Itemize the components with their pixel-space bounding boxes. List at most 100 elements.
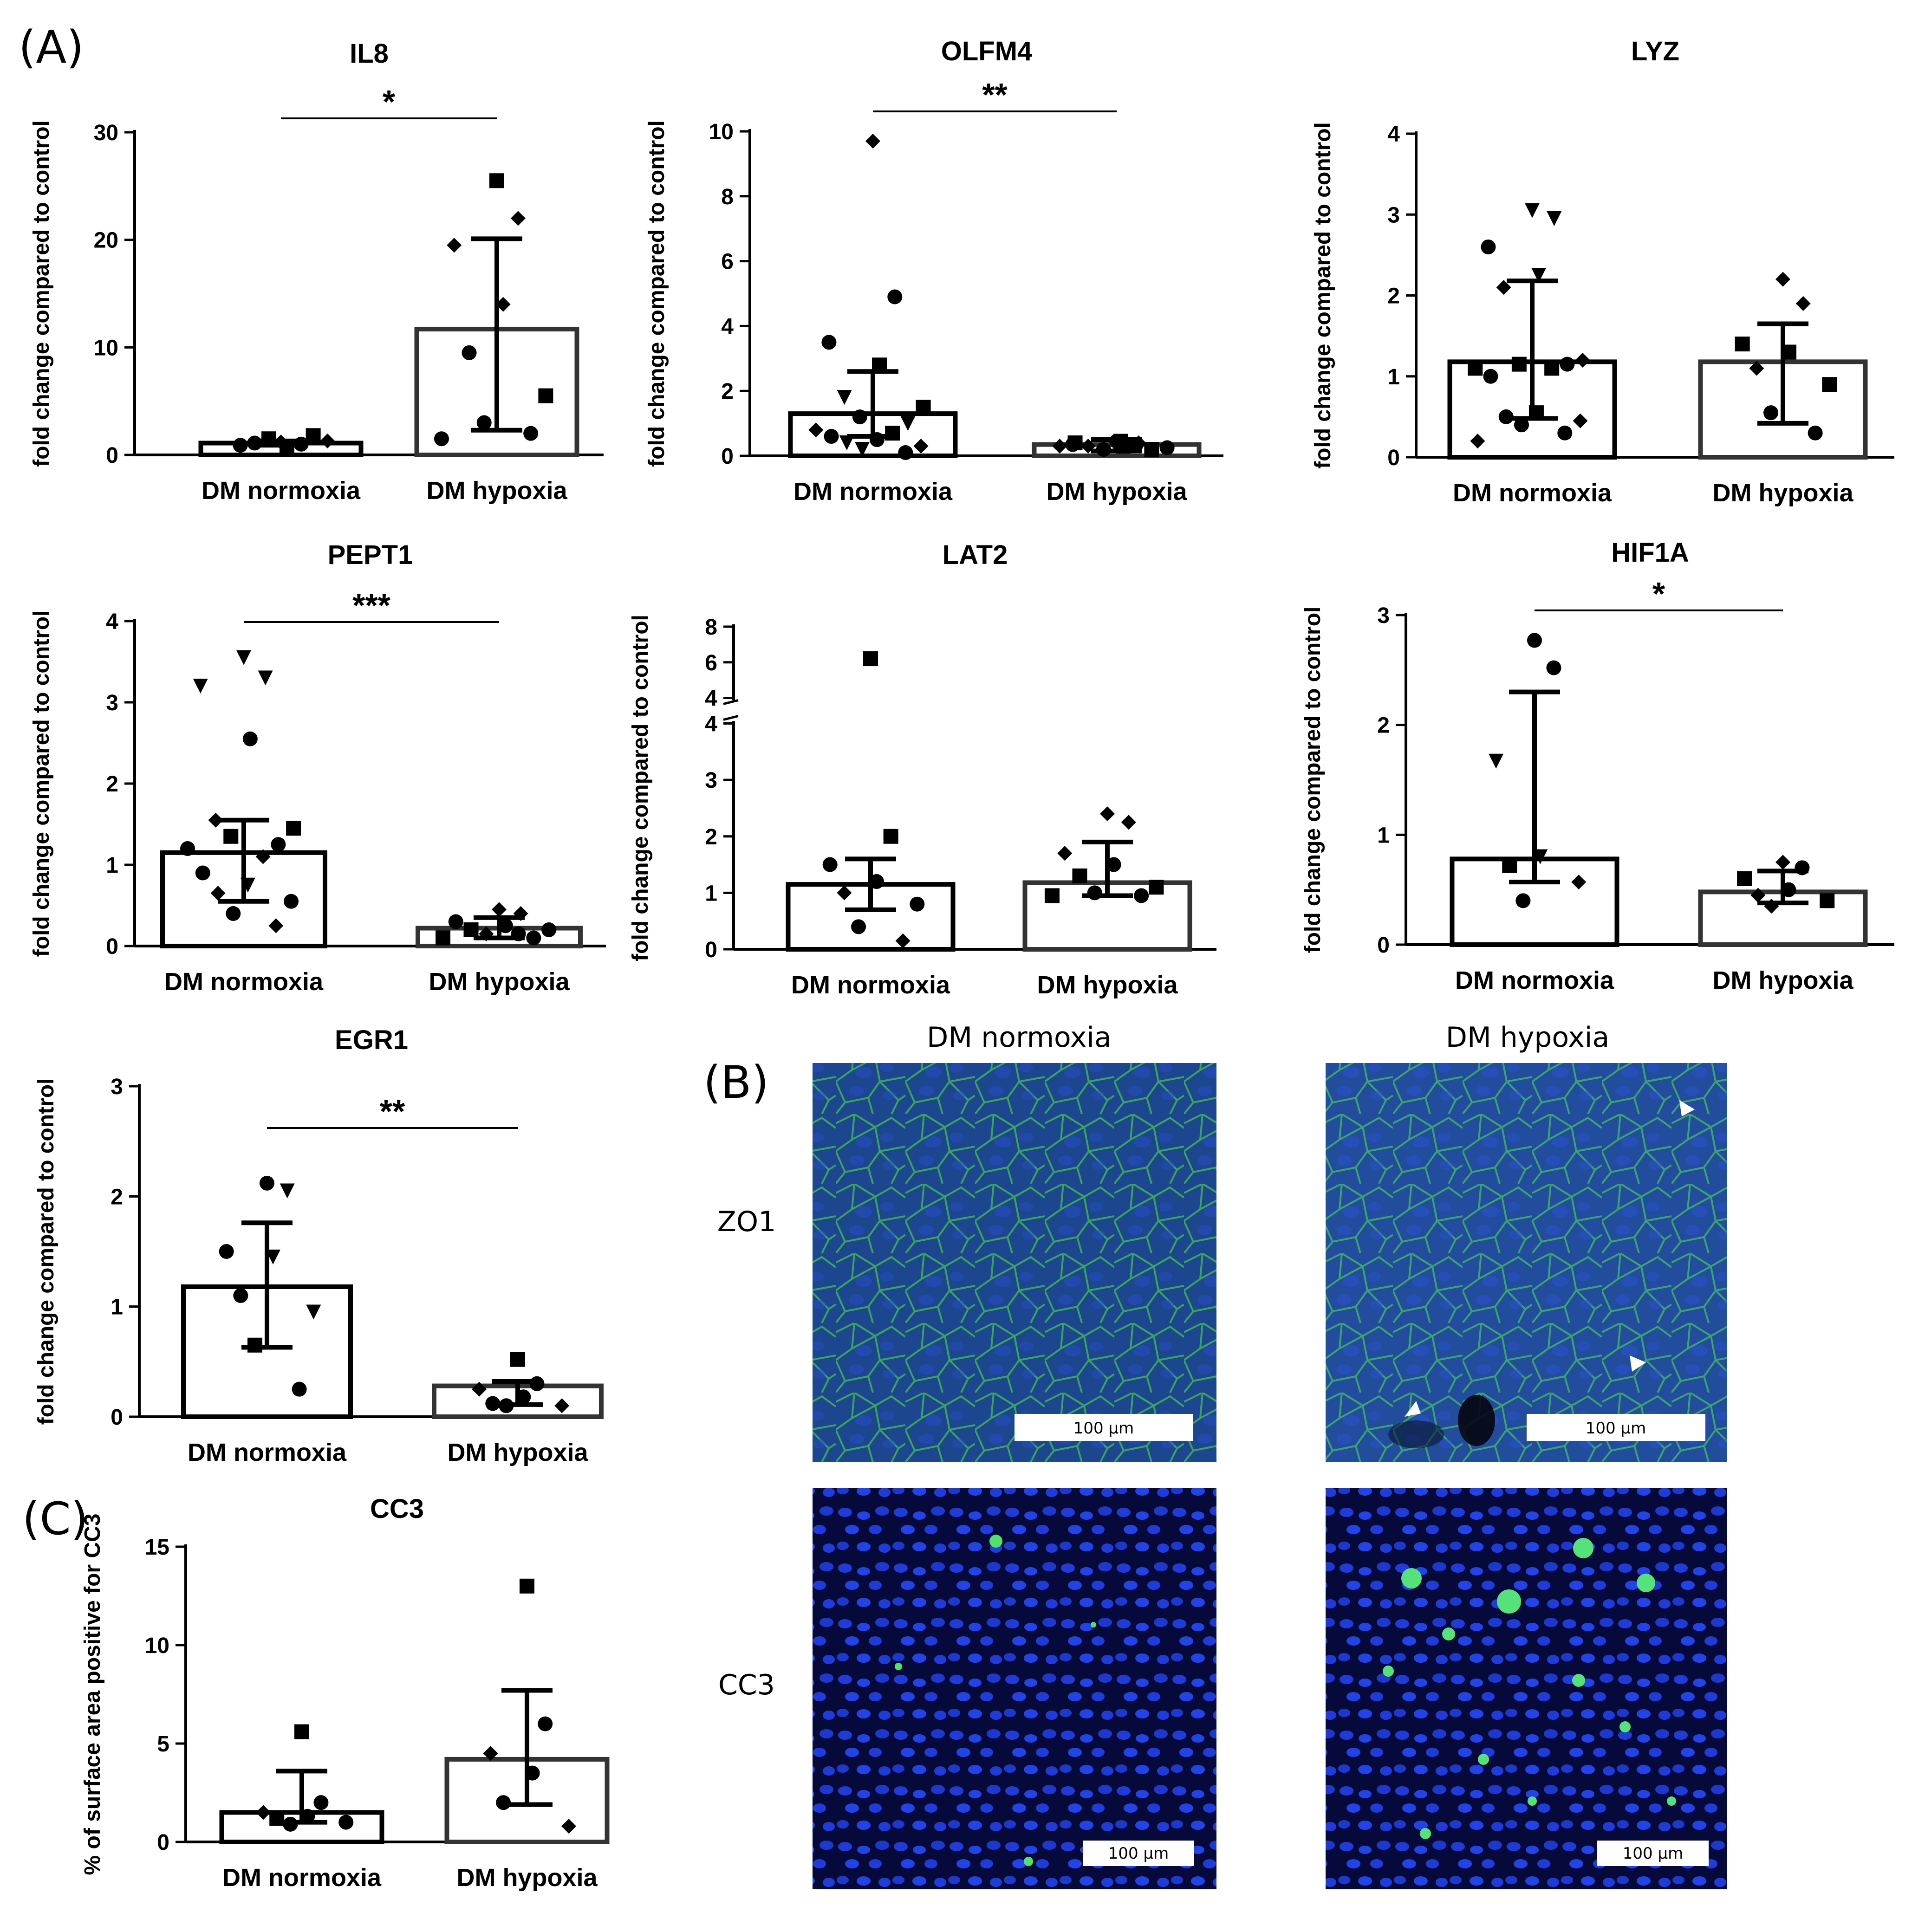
data-point <box>1749 361 1764 376</box>
data-point <box>1134 888 1149 903</box>
chart-cc3: CC3 % of surface area positive for CC3 0 5 1… <box>80 1494 610 1892</box>
category-label: DM normoxia <box>1453 479 1612 507</box>
data-point <box>280 1183 295 1199</box>
y-tick-label: 4 <box>705 712 717 737</box>
data-point <box>1531 267 1547 283</box>
data-point <box>1080 439 1096 454</box>
chart-il8: IL8 fold change compared to control 0 10 20 3… <box>29 39 604 505</box>
data-point <box>1781 882 1796 897</box>
y-tick-label: 1 <box>106 853 118 878</box>
chart-title: LYZ <box>1631 36 1679 66</box>
data-point <box>895 933 910 948</box>
y-tick-label: 0 <box>157 1830 169 1855</box>
data-point <box>1575 352 1590 368</box>
data-point <box>1737 871 1752 886</box>
data-point <box>1113 434 1128 449</box>
y-tick-label: 10 <box>94 336 118 360</box>
chart-title: CC3 <box>370 1494 424 1524</box>
data-point <box>1560 357 1575 372</box>
micrograph-panel: DM normoxia DM hypoxia ZO1 CC3 100 µm 10… <box>717 1021 1727 1889</box>
y-tick-label: 2 <box>111 1185 123 1209</box>
category-label: DM normoxia <box>188 1439 347 1466</box>
y-tick-label: 1 <box>1377 823 1390 848</box>
data-point <box>526 930 541 946</box>
data-point <box>1496 280 1511 295</box>
y-tick-label: 20 <box>94 228 118 253</box>
data-point <box>1057 846 1073 861</box>
data-point <box>1573 413 1588 428</box>
col-header-normoxia: DM normoxia <box>927 1021 1112 1054</box>
panel-label-b: (B) <box>703 1057 769 1109</box>
data-point <box>226 906 241 921</box>
category-label: DM hypoxia <box>456 1864 598 1892</box>
y-tick-label: 8 <box>721 185 734 209</box>
data-point <box>294 1724 309 1739</box>
micrograph-zo1-normoxia: 100 µm <box>813 1063 1216 1462</box>
data-point <box>1502 858 1517 873</box>
data-point <box>869 874 884 889</box>
y-axis-label: % of surface area positive for CC3 <box>80 1514 105 1875</box>
data-point <box>1121 815 1136 830</box>
data-point <box>824 429 839 444</box>
y-tick-label: 0 <box>705 938 717 962</box>
scalebar-label: 100 µm <box>1108 1844 1169 1863</box>
data-point <box>320 433 335 448</box>
y-tick-label: 2 <box>1377 713 1390 738</box>
data-point <box>1750 888 1766 903</box>
data-point <box>260 1175 274 1191</box>
panel-label-a: (A) <box>19 21 84 73</box>
y-tick-label: 0 <box>106 443 118 468</box>
data-point <box>1735 337 1750 352</box>
data-point <box>1557 425 1573 441</box>
data-point <box>476 415 492 430</box>
data-point <box>523 426 539 441</box>
data-point <box>1764 899 1779 914</box>
data-point <box>448 914 463 929</box>
data-point <box>525 1765 540 1781</box>
data-point <box>261 431 277 447</box>
data-point <box>1129 437 1144 452</box>
data-point <box>292 1381 307 1397</box>
y-tick-label: 0 <box>106 934 118 959</box>
data-point <box>1489 753 1504 769</box>
chart-lyz: LYZ fold change compared to control 0 1 2 3 4 D… <box>1311 36 1894 507</box>
axis-break-mark <box>723 715 739 721</box>
y-tick-label: 5 <box>157 1732 169 1757</box>
y-tick-label: 6 <box>721 250 734 274</box>
data-point <box>538 388 553 403</box>
chart-title: PEPT1 <box>328 540 413 570</box>
data-point <box>1527 633 1542 648</box>
data-point <box>541 922 557 937</box>
category-label: DM normoxia <box>202 477 361 505</box>
data-point <box>195 865 210 881</box>
y-tick-label: 0 <box>1377 933 1390 958</box>
chart-title: LAT2 <box>943 540 1008 570</box>
scalebar <box>1083 1841 1194 1866</box>
data-point <box>869 432 884 447</box>
y-axis-label: fold change compared to control <box>628 615 653 961</box>
data-point <box>1775 855 1790 870</box>
chart-hif1a: HIF1A fold change compared to control 0 1 2 3… <box>1301 538 1894 994</box>
y-tick-label: 0 <box>721 444 734 469</box>
data-point <box>1072 868 1087 883</box>
y-tick-label: 4 <box>705 687 717 711</box>
significance-label: *** <box>352 587 390 623</box>
data-point <box>1044 888 1060 903</box>
data-point <box>520 1578 534 1594</box>
arrowhead-icon <box>1679 1100 1695 1116</box>
y-tick-label: 4 <box>1387 122 1400 147</box>
y-axis-label: fold change compared to control <box>1311 122 1335 469</box>
y-tick-label: 0 <box>111 1405 123 1430</box>
y-axis-label: fold change compared to control <box>1301 607 1325 953</box>
data-point <box>271 837 286 852</box>
chart-title: EGR1 <box>335 1025 408 1055</box>
data-point <box>837 885 852 901</box>
y-tick-label: 1 <box>705 881 717 906</box>
data-point <box>479 926 494 941</box>
data-point <box>852 409 867 425</box>
scalebar-label: 100 µm <box>1586 1419 1646 1438</box>
y-tick-label: 15 <box>145 1535 169 1560</box>
y-tick-label: 4 <box>106 609 118 634</box>
category-label: DM hypoxia <box>1712 966 1853 994</box>
data-point <box>554 1398 570 1413</box>
